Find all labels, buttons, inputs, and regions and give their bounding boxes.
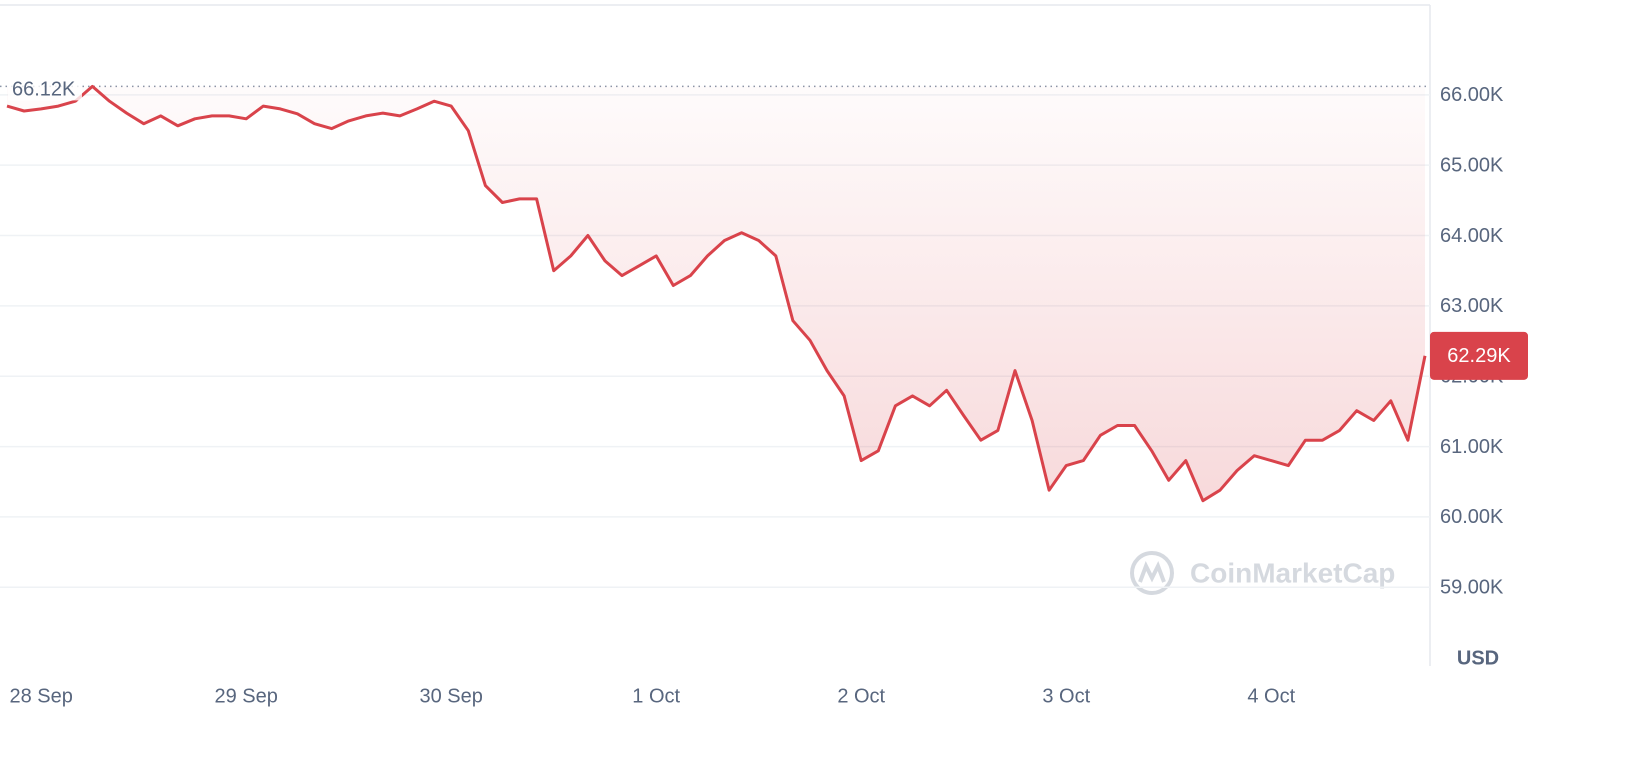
currency-label: USD xyxy=(1457,647,1499,669)
watermark-text: CoinMarketCap xyxy=(1190,557,1395,588)
high-label: 66.12K xyxy=(12,79,76,101)
x-tick-label: 30 Sep xyxy=(419,685,482,707)
x-tick-label: 2 Oct xyxy=(837,685,885,707)
y-tick-label: 61.00K xyxy=(1440,436,1504,458)
y-tick-label: 66.00K xyxy=(1440,84,1504,106)
y-tick-label: 63.00K xyxy=(1440,295,1504,317)
x-tick-label: 28 Sep xyxy=(9,685,72,707)
y-tick-label: 59.00K xyxy=(1440,577,1504,599)
y-tick-label: 64.00K xyxy=(1440,225,1504,247)
x-tick-label: 29 Sep xyxy=(214,685,277,707)
area-fill xyxy=(7,86,1425,501)
y-tick-label: 60.00K xyxy=(1440,506,1504,528)
current-price-label: 62.29K xyxy=(1447,345,1511,367)
x-tick-label: 3 Oct xyxy=(1042,685,1090,707)
x-tick-label: 4 Oct xyxy=(1247,685,1295,707)
price-line xyxy=(6,84,1427,503)
watermark: CoinMarketCap xyxy=(1130,551,1395,595)
y-tick-label: 65.00K xyxy=(1440,154,1504,176)
x-tick-label: 1 Oct xyxy=(632,685,680,707)
high-label-bg xyxy=(8,72,82,101)
current-price-badge xyxy=(1430,331,1528,380)
